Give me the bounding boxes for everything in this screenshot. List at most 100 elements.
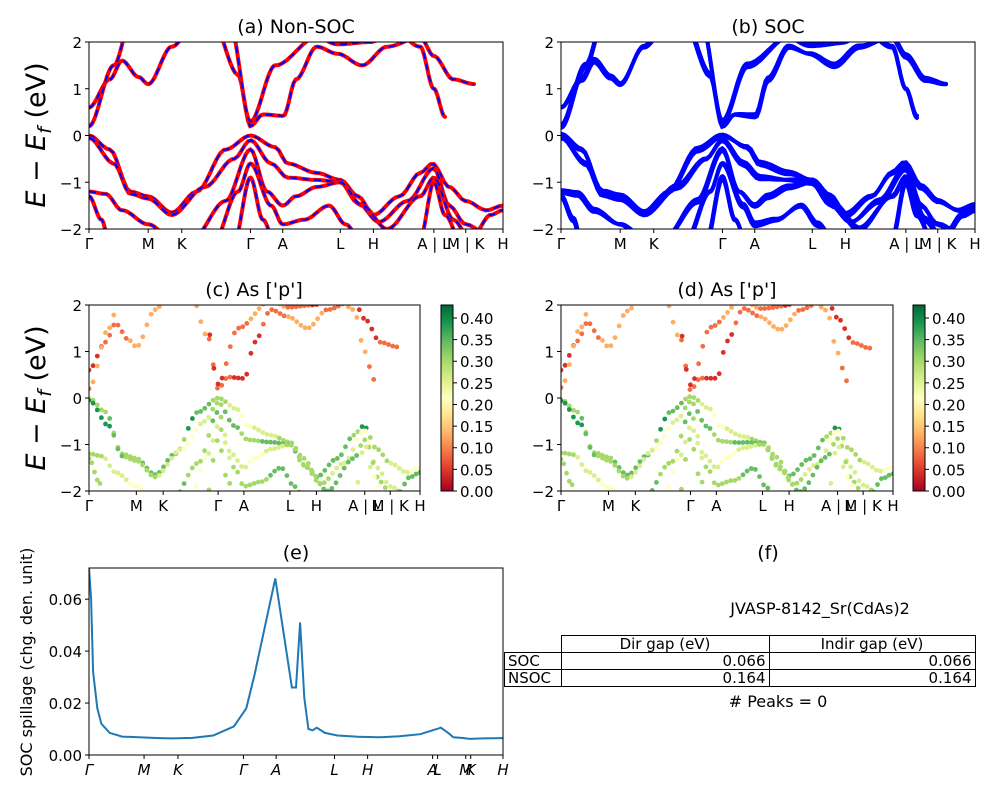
band-line <box>219 161 354 229</box>
projection-point <box>136 342 142 348</box>
projection-point <box>773 462 779 468</box>
projection-point <box>800 307 806 312</box>
projection-point <box>202 448 208 454</box>
projection-point <box>194 305 199 309</box>
projection-point <box>119 453 125 459</box>
x-tick-label: L <box>433 761 441 779</box>
projection-point <box>362 437 368 443</box>
projection-point <box>252 311 258 317</box>
y-tick-label: −1 <box>60 174 82 192</box>
projection-point <box>674 405 680 411</box>
y-tick-label: 0 <box>72 390 82 408</box>
colorbar-tick-label: 0.40 <box>932 310 965 328</box>
colorbar-tick-label: 0.40 <box>460 310 493 328</box>
projection-point <box>882 467 888 473</box>
projection-point <box>181 481 187 486</box>
projection-point <box>89 451 92 457</box>
projection-point <box>103 409 108 415</box>
projection-point <box>794 487 799 491</box>
projection-point <box>566 478 572 484</box>
band-line-dash <box>89 190 159 229</box>
projection-point <box>736 440 742 445</box>
projection-point <box>219 448 224 454</box>
projection-point <box>90 400 96 406</box>
projection-point <box>754 305 759 310</box>
projection-point <box>359 424 365 429</box>
projection-point <box>756 442 762 447</box>
x-tick-label: Γ <box>85 761 95 779</box>
projection-point <box>869 464 875 470</box>
projection-point <box>243 422 249 428</box>
projection-point <box>792 311 797 317</box>
projection-point <box>219 396 224 402</box>
projection-point <box>218 402 224 407</box>
projection-point <box>368 464 373 470</box>
projection-point <box>708 324 714 330</box>
projection-point <box>226 417 232 423</box>
projection-point <box>376 483 381 489</box>
x-tick-label: Γ <box>557 497 566 515</box>
projection-point <box>695 377 701 383</box>
projection-point <box>185 426 191 431</box>
projection-point <box>625 308 630 314</box>
projection-point <box>255 438 261 444</box>
projection-point <box>688 382 693 388</box>
projection-point <box>845 474 850 480</box>
projection-point <box>264 432 270 437</box>
projection-point <box>740 445 746 451</box>
projection-point <box>815 445 821 451</box>
projection-point <box>202 455 208 461</box>
projection-point <box>272 440 278 445</box>
projection-point <box>620 473 626 479</box>
projection-point <box>339 452 344 458</box>
projection-point <box>737 433 742 439</box>
projection-point <box>405 469 410 475</box>
projection-point <box>579 324 585 330</box>
projection-point <box>561 398 564 404</box>
projection-point <box>662 416 668 422</box>
projection-point <box>313 477 319 483</box>
projection-point <box>736 476 742 481</box>
projection-point <box>854 341 860 346</box>
projection-point <box>398 489 403 491</box>
projection-point <box>729 332 735 337</box>
projection-point <box>687 387 693 392</box>
projection-point <box>194 483 199 489</box>
projection-point <box>281 313 287 319</box>
projection-point <box>219 382 225 388</box>
projection-point <box>107 423 112 429</box>
projection-point <box>596 335 601 340</box>
projection-point <box>89 397 92 403</box>
projection-point <box>318 300 323 305</box>
projection-point <box>193 427 199 433</box>
projection-point <box>699 449 705 455</box>
band-line <box>705 42 851 123</box>
projection-point <box>873 491 878 496</box>
projection-point <box>846 335 852 341</box>
projection-point <box>658 471 663 477</box>
projection-point <box>277 305 282 307</box>
x-tick-label: K <box>177 235 188 253</box>
material-id: JVASP-8142_Sr(CdAs)2 <box>729 599 910 619</box>
projection-point <box>807 466 812 472</box>
projection-point <box>123 336 129 341</box>
projection-point <box>703 453 709 459</box>
projection-point <box>695 398 701 403</box>
projection-point <box>263 448 269 454</box>
projection-point <box>338 461 344 467</box>
projection-point <box>827 438 833 444</box>
projection-point <box>775 326 781 332</box>
colorbar-c <box>440 304 454 492</box>
colorbar-tick-label: 0.15 <box>460 418 493 436</box>
projection-point <box>239 431 245 436</box>
projection-point <box>206 401 212 407</box>
projection-point <box>761 482 766 488</box>
projection-point <box>251 481 257 486</box>
x-tick-label: Γ <box>239 761 249 779</box>
projection-point <box>562 362 568 368</box>
projection-point <box>333 480 339 486</box>
x-tick-label: Γ <box>246 235 255 253</box>
band-line <box>89 189 161 229</box>
projection-point <box>239 464 245 469</box>
projection-point <box>286 314 291 320</box>
